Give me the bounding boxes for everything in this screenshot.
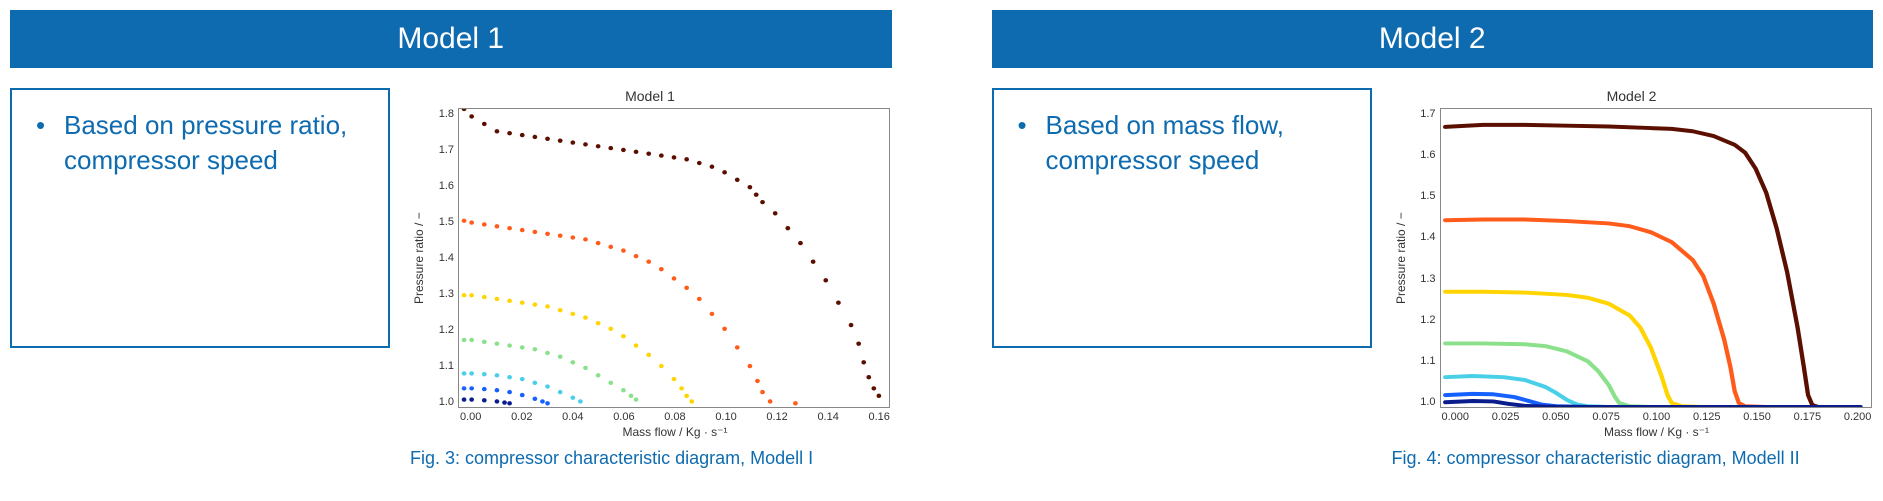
chart-area-1: Pressure ratio / − 1.81.71.61.51.41.31.2… (410, 108, 890, 408)
yaxis-2: 1.71.61.51.41.31.21.11.0 (1410, 108, 1440, 408)
bullet-box-2: Based on mass flow, compressor speed (992, 88, 1372, 348)
xaxis-1: 0.000.020.040.060.080.100.120.140.16 (460, 411, 890, 423)
header-model-1: Model 1 (10, 10, 892, 68)
plot-1 (458, 108, 890, 408)
chart-block-1: Model 1 Pressure ratio / − 1.81.71.61.51… (410, 88, 890, 470)
caption-1: Fig. 3: compressor characteristic diagra… (410, 447, 890, 470)
two-column-layout: Model 1 Based on pressure ratio, compres… (10, 10, 1873, 470)
ylabel-1: Pressure ratio / − (410, 108, 428, 408)
column-model-1: Model 1 Based on pressure ratio, compres… (10, 10, 892, 470)
content-row-2: Based on mass flow, compressor speed Mod… (992, 88, 1874, 470)
caption-2: Fig. 4: compressor characteristic diagra… (1392, 447, 1872, 470)
xlabel-2: Mass flow / Kg · s⁻¹ (1442, 425, 1872, 439)
chart-title-1: Model 1 (410, 88, 890, 104)
plot-2 (1440, 108, 1872, 408)
header-model-2: Model 2 (992, 10, 1874, 68)
xaxis-2: 0.0000.0250.0500.0750.1000.1250.1500.175… (1442, 411, 1872, 423)
yaxis-1: 1.81.71.61.51.41.31.21.11.0 (428, 108, 458, 408)
xlabel-1: Mass flow / Kg · s⁻¹ (460, 425, 890, 439)
chart-block-2: Model 2 Pressure ratio / − 1.71.61.51.41… (1392, 88, 1872, 470)
column-model-2: Model 2 Based on mass flow, compressor s… (992, 10, 1874, 470)
bullet-1: Based on pressure ratio, compressor spee… (36, 108, 364, 178)
chart-title-2: Model 2 (1392, 88, 1872, 104)
bullet-2: Based on mass flow, compressor speed (1018, 108, 1346, 178)
bullet-box-1: Based on pressure ratio, compressor spee… (10, 88, 390, 348)
chart-area-2: Pressure ratio / − 1.71.61.51.41.31.21.1… (1392, 108, 1872, 408)
ylabel-2: Pressure ratio / − (1392, 108, 1410, 408)
content-row-1: Based on pressure ratio, compressor spee… (10, 88, 892, 470)
